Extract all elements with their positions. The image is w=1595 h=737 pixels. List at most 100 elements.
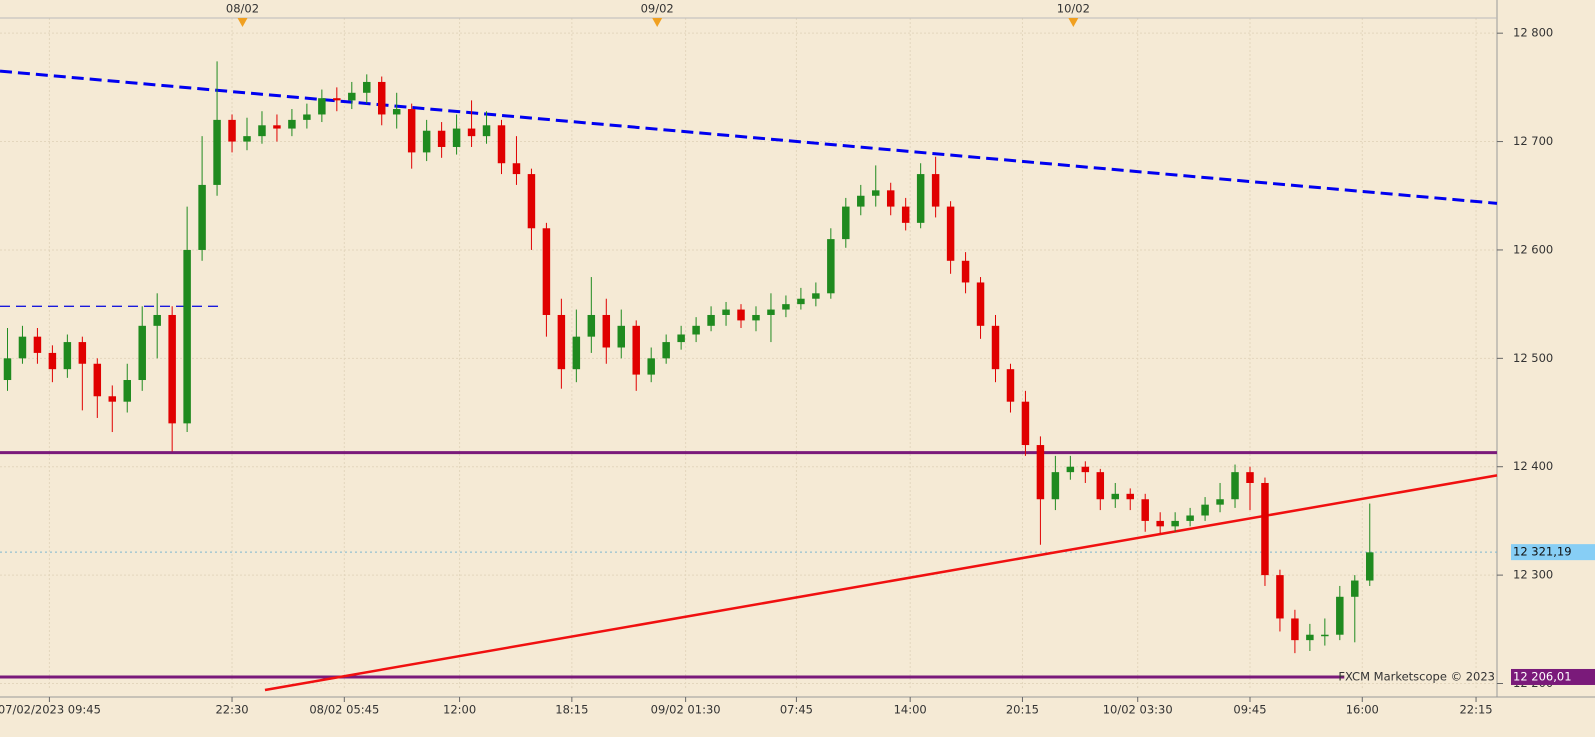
candle-body xyxy=(1111,493,1120,500)
y-tick-label: 12 800 xyxy=(1513,26,1553,40)
candle-body xyxy=(497,125,506,164)
candle-body xyxy=(288,119,296,129)
candle-body xyxy=(333,98,341,101)
candle-body xyxy=(1201,504,1209,516)
candle-body xyxy=(1066,466,1075,473)
x-tick-label: 10/02 03:30 xyxy=(1103,703,1173,717)
y-tick-label: 12 500 xyxy=(1513,351,1553,365)
candle-body xyxy=(1291,618,1299,641)
candle-body xyxy=(198,184,206,250)
candle-body xyxy=(213,119,221,185)
candle-body xyxy=(617,325,625,348)
candle-body xyxy=(542,228,551,315)
candle-body xyxy=(168,314,176,424)
trend-line xyxy=(0,69,1498,205)
candle-body xyxy=(722,309,730,315)
candle-body xyxy=(63,342,72,370)
candle-body xyxy=(946,206,955,261)
candle-body xyxy=(692,325,700,335)
x-tick-label: 07:45 xyxy=(780,703,813,717)
candle-body xyxy=(273,125,281,129)
candle-body xyxy=(886,190,895,207)
candle-body xyxy=(377,81,386,115)
candle-body xyxy=(901,206,910,223)
candle-body xyxy=(842,206,850,240)
candle-body xyxy=(557,314,566,370)
candle-body xyxy=(392,109,401,115)
candle-body xyxy=(872,190,880,196)
candle-body xyxy=(1321,634,1329,637)
candle-body xyxy=(1366,552,1374,581)
candle-body xyxy=(153,314,161,326)
candle-body xyxy=(1006,369,1015,402)
x-tick-label: 14:00 xyxy=(894,703,927,717)
candle-body xyxy=(1126,493,1134,500)
candle-body xyxy=(931,174,940,207)
candle-body xyxy=(512,163,521,175)
candle-body xyxy=(677,334,685,343)
candle-body xyxy=(797,298,805,305)
candle-body xyxy=(363,81,371,93)
x-tick-label: 18:15 xyxy=(555,703,588,717)
top-tick-label: 08/02 xyxy=(226,2,259,16)
candle-body xyxy=(1351,580,1359,597)
candle-body xyxy=(961,260,970,283)
candle-body xyxy=(138,325,146,381)
candle-body xyxy=(93,363,102,397)
plot-area xyxy=(0,18,1497,690)
watermark: FXCM Marketscope © 2023 xyxy=(1338,670,1495,684)
x-tick-label: 16:00 xyxy=(1346,703,1379,717)
x-tick-label: 08/02 05:45 xyxy=(309,703,379,717)
candle-body xyxy=(662,342,670,359)
x-tick-label: 22:30 xyxy=(215,703,248,717)
top-tick-marker xyxy=(652,18,663,27)
x-tick-label: 22:15 xyxy=(1459,703,1492,717)
candle-body xyxy=(1216,499,1224,505)
y-tick-label: 12 700 xyxy=(1513,134,1553,148)
candle-body xyxy=(78,342,87,364)
candle-body xyxy=(482,125,491,137)
candle-body xyxy=(1081,466,1090,473)
candle-body xyxy=(243,136,251,142)
candle-body xyxy=(827,239,835,294)
candle-body xyxy=(467,128,476,137)
candle-body xyxy=(857,195,865,207)
y-tick-label: 12 300 xyxy=(1513,568,1553,582)
candle-body xyxy=(123,380,131,402)
candle-body xyxy=(991,325,1000,370)
candle-body xyxy=(452,128,461,147)
candle-body xyxy=(1036,445,1045,500)
x-tick-label: 12:00 xyxy=(443,703,476,717)
candle-body xyxy=(602,314,611,348)
candle-body xyxy=(1306,634,1314,641)
candle-body xyxy=(812,293,820,299)
candle-body xyxy=(437,130,446,147)
candle-body xyxy=(33,336,42,353)
top-tick-marker xyxy=(237,18,248,27)
trend-line xyxy=(264,474,1498,692)
price-label-bg xyxy=(1511,544,1595,561)
candle-body xyxy=(348,92,356,101)
y-tick-label: 12 400 xyxy=(1513,459,1553,473)
candle-body xyxy=(183,249,191,424)
x-tick-label: 09/02 01:30 xyxy=(651,703,721,717)
candle-body xyxy=(1171,520,1179,527)
candle-body xyxy=(48,352,57,370)
price-label: 12 206,01 xyxy=(1513,669,1572,683)
candle-body xyxy=(1021,401,1030,446)
candle-body xyxy=(572,336,581,370)
candle-body xyxy=(18,336,27,359)
candle-body xyxy=(1186,515,1194,521)
candle-body xyxy=(707,314,715,326)
candle-body xyxy=(647,358,655,375)
x-tick-label: 20:15 xyxy=(1006,703,1039,717)
candle-body xyxy=(3,358,12,381)
candle-body xyxy=(318,98,326,115)
candle-body xyxy=(1246,472,1254,483)
candle-body xyxy=(1096,472,1105,500)
candle-body xyxy=(407,109,416,153)
candle-body xyxy=(782,304,790,310)
y-tick-label: 12 600 xyxy=(1513,242,1553,256)
